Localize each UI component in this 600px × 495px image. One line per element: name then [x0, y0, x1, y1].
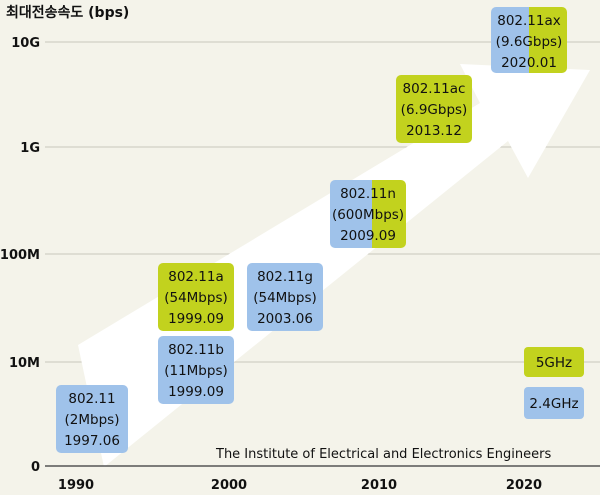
x-tick-label: 2000: [211, 478, 247, 493]
standard-rate-label: (600Mbps): [332, 207, 404, 223]
y-tick-label: 10G: [11, 36, 40, 51]
legend-label: 5GHz: [536, 355, 572, 371]
source-caption: The Institute of Electrical and Electron…: [215, 447, 551, 462]
standard-standard: 802.11g: [257, 269, 313, 285]
legend-swatch: [524, 387, 584, 419]
standard-box-bg: [158, 263, 234, 331]
x-tick-label: 1990: [58, 478, 94, 493]
standard-standard: 802.11ac: [403, 81, 466, 97]
standard-box-bg: [330, 180, 406, 248]
standard-box: 802.11b (11Mbps) 1999.09: [158, 336, 234, 404]
standard-standard: 802.11n: [340, 186, 396, 202]
standard-date: 2009.09: [340, 228, 396, 244]
standard-box: 802.11a (54Mbps) 1999.09: [158, 263, 234, 331]
standard-rate-label: (54Mbps): [164, 290, 228, 306]
standard-box-bg: [158, 336, 234, 404]
y-tick-label: 100M: [0, 248, 40, 263]
standard-rate-label: (6.9Gbps): [401, 102, 468, 118]
x-tick-label: 2010: [361, 478, 397, 493]
standard-box-bg: [396, 75, 472, 143]
standard-standard: 802.11: [68, 391, 115, 407]
standard-date: 2020.01: [501, 55, 557, 71]
x-tick-label: 2020: [506, 478, 542, 493]
standard-box: 802.11ac (6.9Gbps) 2013.12: [396, 75, 472, 143]
legend-item: 5GHz: [524, 347, 584, 377]
standard-rate-label: (2Mbps): [65, 412, 120, 428]
standard-box-bg: [491, 7, 567, 73]
legend-label: 2.4GHz: [529, 396, 578, 412]
standard-rate-label: (11Mbps): [164, 363, 228, 379]
standard-date: 2003.06: [257, 311, 313, 327]
standard-box-bg: [56, 385, 128, 453]
standard-rate-label: (54Mbps): [253, 290, 317, 306]
standard-box: 802.11n (600Mbps) 2009.09: [330, 180, 406, 248]
y-tick-label: 0: [31, 460, 40, 475]
standard-box: 802.11ax (9.6Gbps) 2020.01: [491, 7, 567, 73]
standard-date: 1999.09: [168, 311, 224, 327]
growth-arrow: [78, 64, 590, 467]
standard-box: 802.11g (54Mbps) 2003.06: [247, 263, 323, 331]
standard-boxes: 802.11 (2Mbps) 1997.06 802.11b (11Mbps) 1999.…: [56, 7, 567, 453]
standard-date: 1997.06: [64, 433, 120, 449]
standard-box-bg: [247, 263, 323, 331]
legend: 5GHz 2.4GHz: [524, 347, 584, 419]
standard-standard: 802.11b: [168, 342, 224, 358]
standard-box: 802.11 (2Mbps) 1997.06: [56, 385, 128, 453]
y-tick-label: 10M: [9, 356, 40, 371]
standard-standard: 802.11ax: [497, 13, 561, 29]
legend-item: 2.4GHz: [524, 387, 584, 419]
tick-labels: 0 10M 100M 1G 10G 1990 2000 2010 2020: [0, 36, 542, 493]
standard-date: 2013.12: [406, 123, 462, 139]
y-tick-label: 1G: [20, 141, 40, 156]
standard-standard: 802.11a: [168, 269, 224, 285]
legend-swatch: [524, 347, 584, 377]
standard-rate-label: (9.6Gbps): [496, 34, 563, 50]
y-axis-title: 최대전송속도 (bps): [6, 4, 129, 21]
standard-date: 1999.09: [168, 384, 224, 400]
